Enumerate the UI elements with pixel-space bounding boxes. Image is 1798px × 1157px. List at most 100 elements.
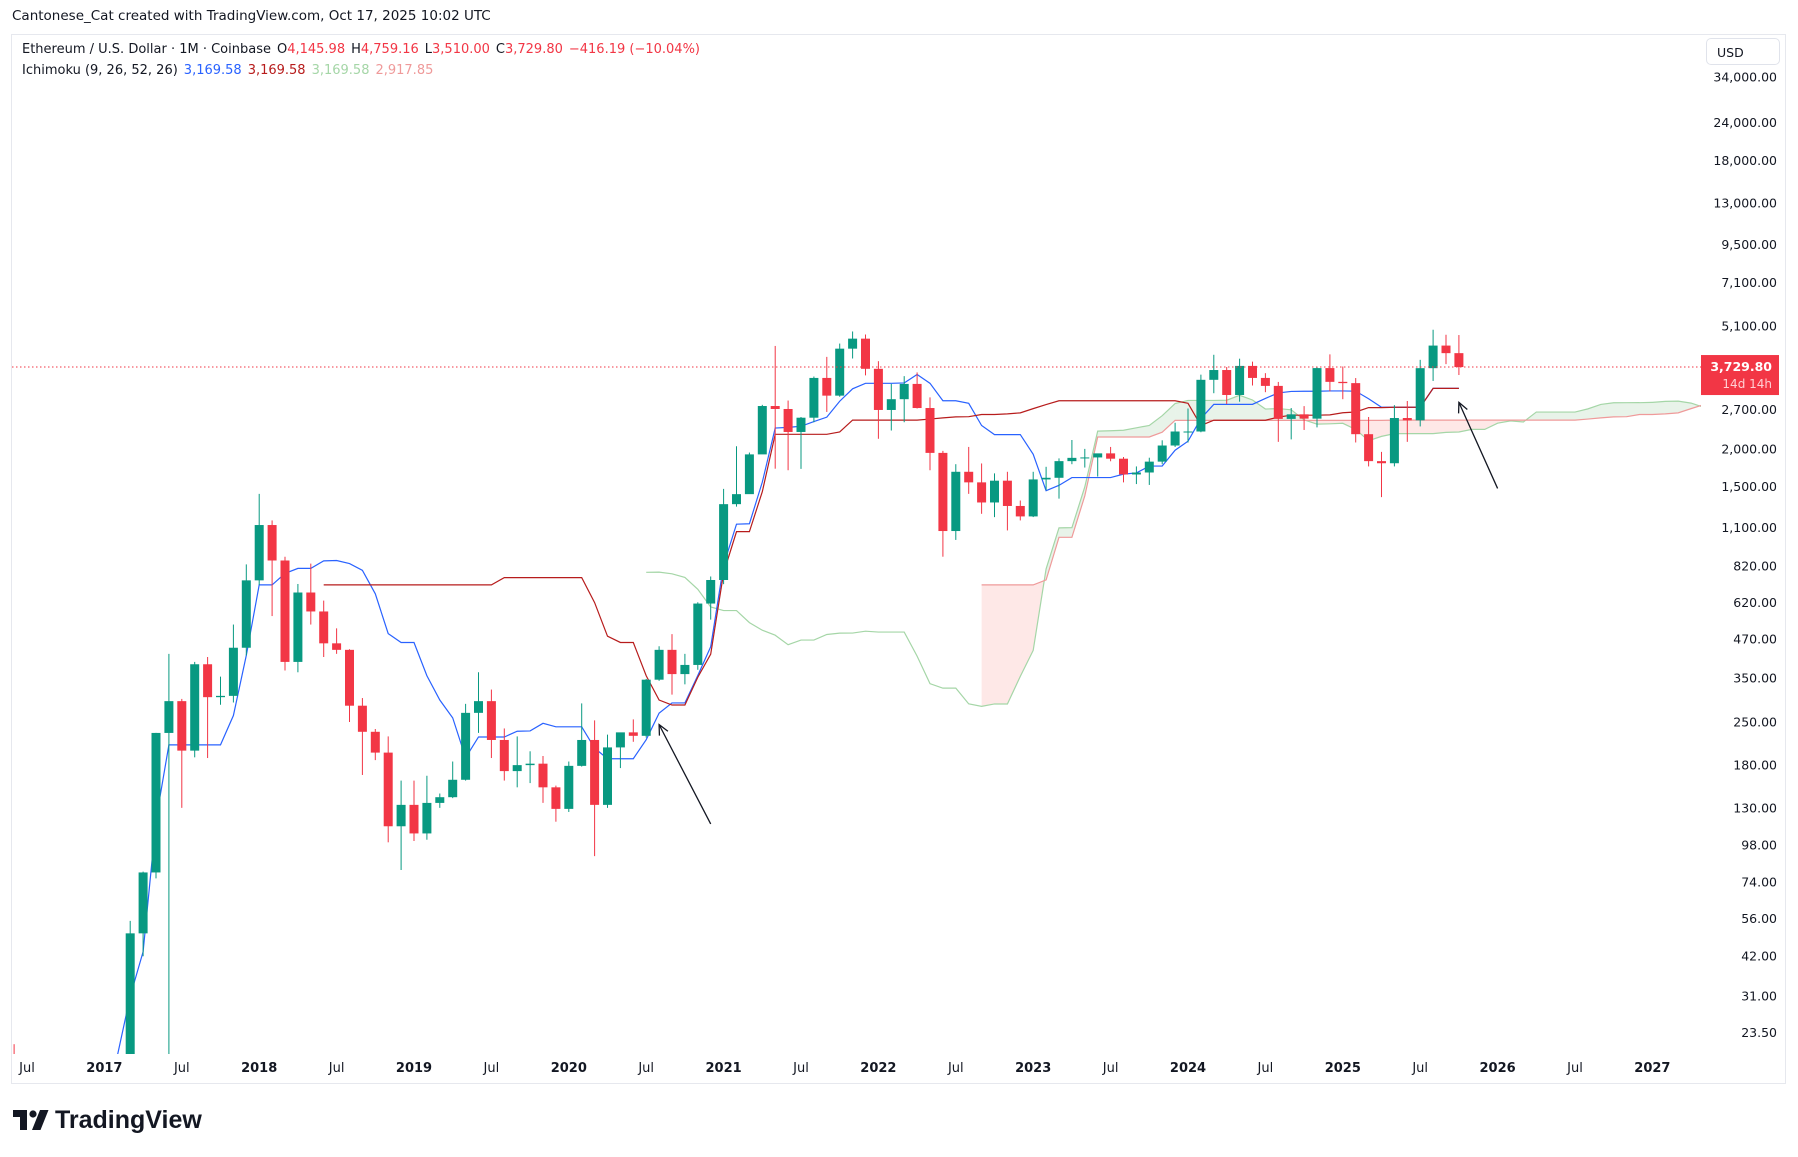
candle-body — [641, 679, 651, 736]
candle — [925, 397, 935, 471]
candle-body — [435, 797, 445, 803]
candle — [1028, 471, 1038, 518]
candle-body — [138, 872, 148, 934]
candle-body — [861, 338, 870, 369]
price-tick-label: 1,100.00 — [1721, 520, 1777, 535]
cloud-segment — [1549, 412, 1563, 421]
candle-body — [912, 383, 922, 409]
price-tick-label: 98.00 — [1741, 837, 1777, 852]
close-label: C — [495, 42, 505, 57]
candle-body — [1312, 368, 1322, 419]
candle — [577, 703, 587, 767]
close-value: 3,729.80 — [504, 42, 563, 57]
candles — [0, 329, 1464, 1057]
candle — [744, 452, 754, 495]
tradingview-logo[interactable]: TradingView — [13, 1106, 202, 1135]
annotation-arrow — [1457, 401, 1499, 489]
candle — [422, 775, 432, 840]
candle — [590, 720, 600, 857]
candle — [87, 1056, 96, 1057]
last-price-label: 3,729.80 14d 14h — [1701, 355, 1779, 396]
candle-body — [1248, 365, 1257, 378]
candle-body — [74, 1056, 83, 1057]
price-tick-label: 1,500.00 — [1721, 479, 1777, 494]
candle-body — [409, 804, 419, 834]
candle-body — [577, 739, 587, 766]
price-tick-label: 34,000.00 — [1713, 69, 1777, 84]
candle — [203, 657, 213, 759]
candle — [1170, 422, 1180, 447]
candle — [1364, 416, 1374, 467]
candle — [861, 334, 870, 376]
last-price-value: 3,729.80 — [1710, 359, 1772, 374]
candle-body — [1454, 353, 1464, 368]
cloud-segment — [1162, 403, 1176, 433]
candle — [1144, 457, 1154, 485]
candle-body — [332, 643, 342, 650]
candle — [538, 755, 548, 803]
candle-body — [796, 417, 806, 432]
cloud-segment — [1652, 401, 1666, 415]
price-tick-label: 31.00 — [1741, 989, 1777, 1004]
last-price-badge — [1701, 355, 1779, 396]
candle-body — [564, 765, 574, 809]
indicator-name[interactable]: Ichimoku (9, 26, 52, 26) — [22, 63, 178, 78]
candle-body — [35, 1056, 44, 1057]
candle — [461, 703, 471, 781]
candle — [1041, 466, 1051, 491]
tenkan-sen-line — [117, 373, 1459, 1054]
candle-body — [1338, 381, 1348, 384]
currency-button[interactable]: USD — [1706, 38, 1780, 65]
candle-body — [770, 406, 780, 409]
cloud-segment — [1600, 402, 1614, 418]
candle — [641, 678, 651, 738]
candle-body — [938, 452, 948, 532]
candle — [1080, 448, 1090, 468]
candle-body — [0, 1056, 6, 1057]
candle-body — [1067, 457, 1077, 462]
price-axis[interactable]: 34,000.00 24,000.00 18,000.00 13,000.00 9,50… — [1701, 69, 1779, 1040]
candle-body — [551, 787, 561, 809]
candle-body — [422, 802, 432, 834]
candle-body — [448, 779, 458, 798]
candle-body — [603, 747, 612, 805]
candle — [113, 1056, 122, 1057]
candle-body — [486, 701, 496, 740]
candle-body — [216, 695, 225, 698]
candle — [1067, 440, 1077, 465]
time-tick-label: Jul — [1257, 1061, 1274, 1076]
candle — [1131, 466, 1141, 485]
candle — [512, 736, 522, 788]
candle — [977, 463, 987, 514]
candle — [654, 646, 664, 681]
symbol-name[interactable]: Ethereum / U.S. Dollar · 1M · Coinbase — [22, 42, 271, 57]
candle-body — [538, 763, 548, 788]
candle-body — [1196, 379, 1206, 432]
candle — [1260, 373, 1270, 393]
time-tick-label: 2027 — [1634, 1061, 1670, 1076]
time-tick-label: Jul — [173, 1061, 190, 1076]
chart-panel[interactable] — [11, 34, 1786, 1084]
time-axis[interactable]: Jul 2017 Jul 2018 Jul 2019 Jul 2020 Jul 2021 Jul 20… — [18, 1061, 1670, 1076]
candle-body — [1054, 461, 1064, 478]
candle-body — [203, 664, 213, 698]
cloud-segment — [1407, 420, 1421, 434]
candle-body — [357, 705, 367, 732]
senkou-span-a-line — [646, 394, 1701, 708]
candle — [1222, 367, 1232, 404]
high-value: 4,759.16 — [360, 42, 419, 57]
candle — [912, 372, 922, 409]
cloud-segment — [1665, 401, 1679, 414]
candle — [809, 376, 819, 423]
time-tick-label: 2025 — [1325, 1061, 1361, 1076]
price-tick-label: 24,000.00 — [1713, 115, 1777, 130]
candle-body — [1041, 477, 1051, 480]
candle — [228, 624, 238, 703]
cloud-segment — [1252, 399, 1266, 421]
candle — [293, 583, 303, 673]
price-tick-label: 13,000.00 — [1713, 196, 1777, 211]
candle — [216, 676, 225, 705]
candle — [383, 736, 393, 843]
candle — [1428, 329, 1438, 381]
